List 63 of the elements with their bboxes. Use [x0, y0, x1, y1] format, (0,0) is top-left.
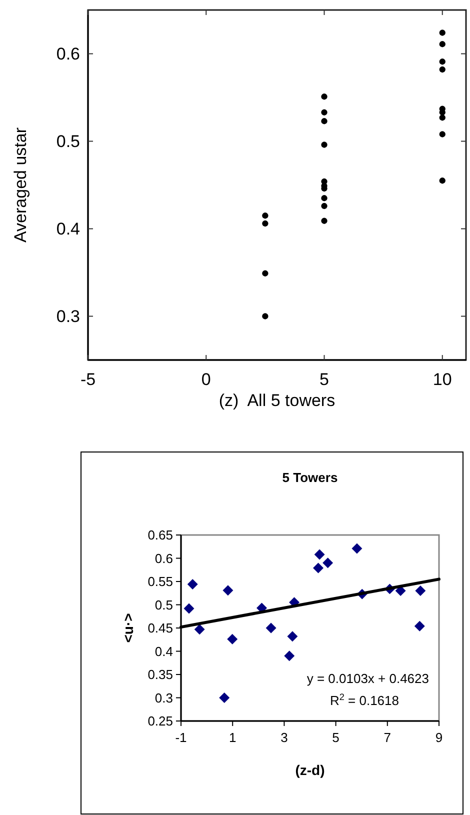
- y-tick-label: 0.55: [148, 574, 173, 590]
- point: [439, 58, 446, 65]
- y-axis-title: <u·>: [120, 613, 136, 643]
- annotation: y = 0.0103x + 0.4623: [306, 671, 429, 686]
- point: [321, 142, 328, 148]
- y-tick-label: 0.45: [148, 620, 173, 636]
- y-tick-label: 0.35: [148, 667, 173, 682]
- point: [187, 579, 198, 590]
- point: [314, 549, 325, 560]
- point: [262, 313, 268, 320]
- y-tick-label: 0.6: [56, 44, 80, 64]
- x-tick-label: 7: [384, 730, 392, 745]
- x-axis-title: (z-d): [295, 762, 325, 778]
- y-tick-label: 0.65: [148, 528, 173, 543]
- x-tick-label: -5: [80, 370, 96, 389]
- point: [439, 66, 446, 73]
- point: [439, 30, 446, 36]
- y-tick-label: 0.4: [56, 220, 80, 239]
- x-axis-title: (z) All 5 towers: [218, 391, 336, 410]
- point: [184, 603, 194, 614]
- y-tick-label: 0.5: [56, 132, 80, 152]
- point: [439, 41, 446, 48]
- y-tick-label: 0.25: [148, 714, 173, 729]
- point: [194, 624, 205, 635]
- x-tick-label: 3: [280, 730, 288, 745]
- x-tick-label: 5: [320, 370, 329, 389]
- point: [262, 270, 268, 276]
- chart-title: 5 Towers: [282, 470, 338, 485]
- point: [352, 543, 362, 554]
- point: [439, 178, 446, 184]
- point: [439, 114, 446, 121]
- x-tick-label: 0: [201, 370, 211, 389]
- point: [414, 620, 425, 632]
- point: [321, 195, 328, 202]
- x-tick-label: -1: [175, 730, 187, 745]
- point: [321, 94, 328, 100]
- point: [262, 220, 268, 227]
- point: [439, 131, 446, 138]
- point: [321, 218, 328, 224]
- x-tick-label: 9: [435, 730, 443, 745]
- point: [266, 622, 276, 634]
- point: [219, 692, 230, 703]
- x-tick-label: 10: [432, 370, 452, 389]
- y-tick-label: 0.4: [154, 644, 173, 659]
- y-tick-label: 0.5: [154, 597, 173, 612]
- point: [321, 202, 328, 210]
- point: [321, 109, 328, 116]
- point: [262, 212, 268, 219]
- point: [322, 558, 334, 568]
- point: [227, 634, 238, 644]
- point: [287, 631, 298, 642]
- y-tick-label: 0.3: [154, 690, 173, 706]
- annotation: R$^{2}$ = 0.1618: [330, 692, 399, 708]
- x-tick-label: 1: [228, 730, 236, 745]
- point: [321, 118, 328, 124]
- point: [415, 586, 426, 596]
- x-tick-label: 5: [332, 730, 340, 745]
- point: [222, 585, 234, 596]
- y-axis-title: Averaged ustar: [11, 127, 30, 242]
- point: [284, 650, 295, 662]
- y-tick-label: 0.3: [56, 307, 80, 326]
- y-tick-label: 0.6: [154, 550, 173, 566]
- point: [313, 562, 324, 574]
